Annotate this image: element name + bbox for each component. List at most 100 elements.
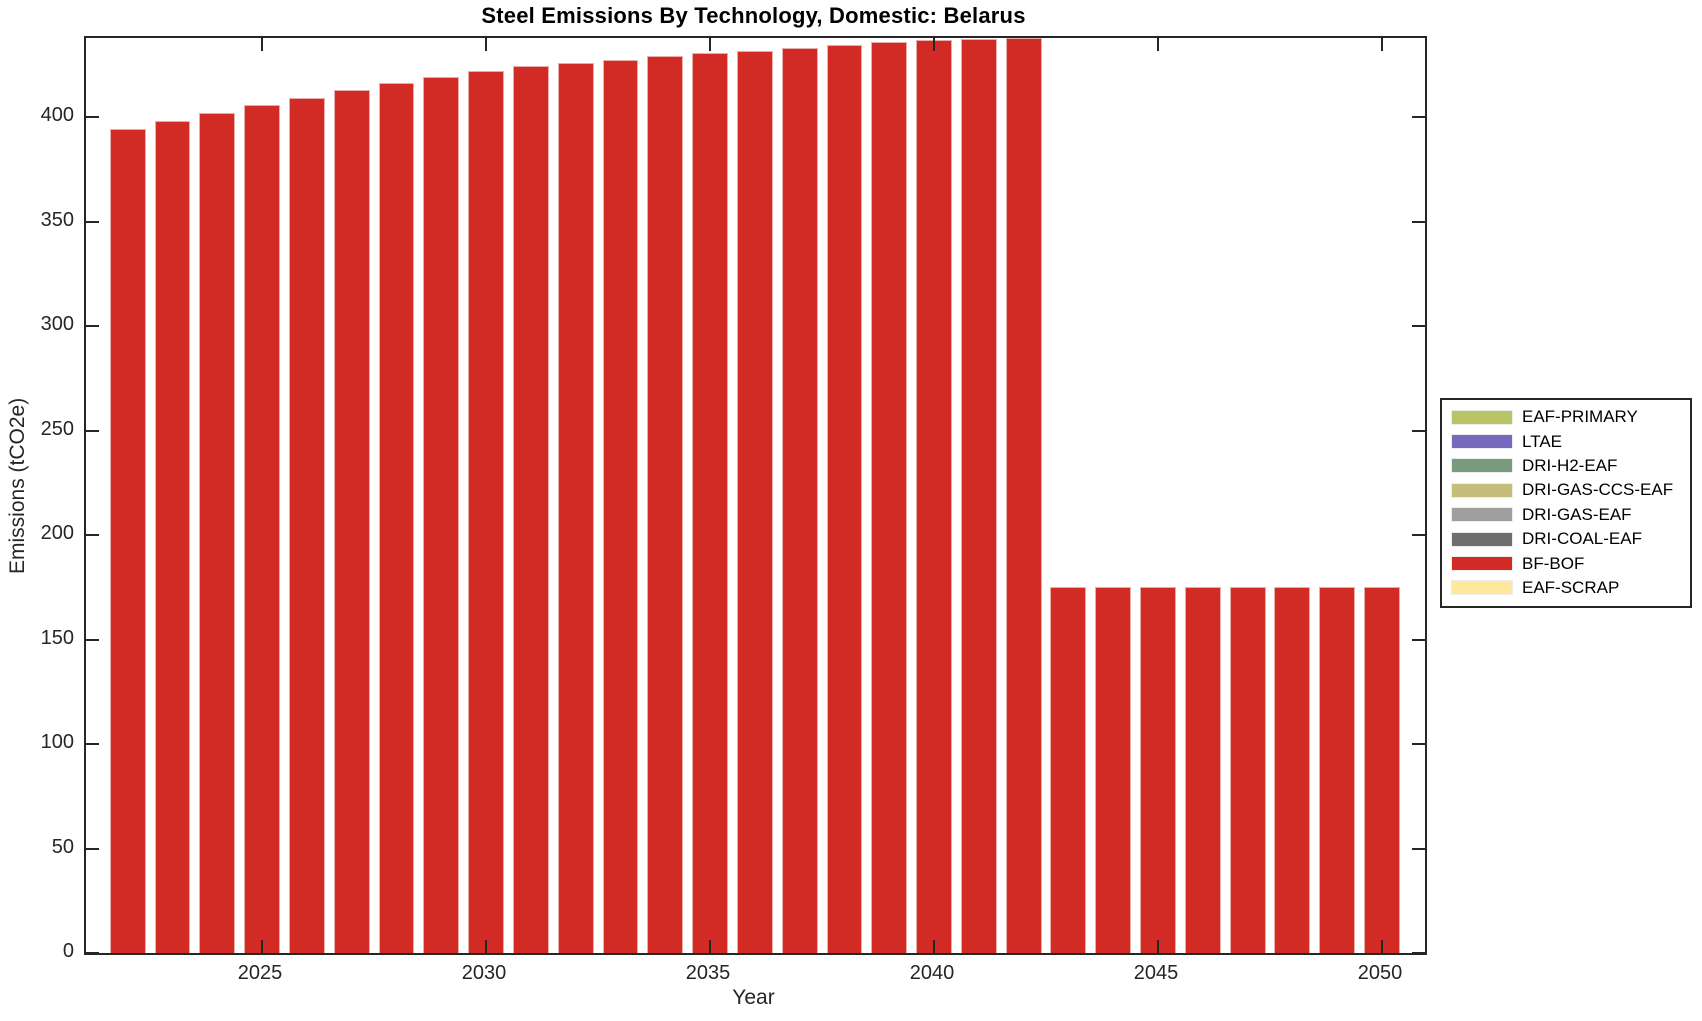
bar-2036 <box>736 50 773 953</box>
legend-swatch-ltae <box>1451 434 1513 450</box>
y-tick <box>86 743 99 746</box>
y-tick-label: 300 <box>40 313 74 336</box>
y-tick <box>86 116 99 119</box>
bar-2041 <box>960 38 997 953</box>
y-tick <box>86 325 99 328</box>
legend-label: EAF-SCRAP <box>1522 577 1620 597</box>
bar-2049 <box>1319 587 1356 953</box>
y-tick <box>1412 325 1425 328</box>
legend-swatch-dri-coal-eaf <box>1451 531 1513 547</box>
x-tick <box>1157 940 1159 953</box>
bar-2042 <box>1005 38 1042 953</box>
legend-label: DRI-GAS-CCS-EAF <box>1522 480 1674 500</box>
x-tick-label: 2045 <box>1133 962 1179 984</box>
y-tick <box>86 429 99 432</box>
bar-2022 <box>109 128 146 953</box>
y-tick <box>86 638 99 641</box>
bar-2023 <box>154 120 191 953</box>
legend-entry: BF-BOF <box>1442 551 1690 575</box>
y-tick-label: 100 <box>40 731 74 754</box>
x-tick-label: 2035 <box>685 962 731 984</box>
y-tick <box>1412 116 1425 119</box>
bar-2026 <box>288 97 325 953</box>
y-tick <box>1412 638 1425 641</box>
y-tick-label: 50 <box>51 835 74 858</box>
legend-entry: DRI-GAS-CCS-EAF <box>1442 478 1690 502</box>
legend: EAF-PRIMARY LTAE DRI-H2-EAF DRI-GAS-CCS-EAF… <box>1440 398 1692 609</box>
bar-2037 <box>781 47 818 953</box>
bar-2039 <box>871 42 908 953</box>
x-tick-label: 2025 <box>237 962 283 984</box>
bar-2027 <box>333 90 370 953</box>
bar-2024 <box>199 112 236 953</box>
legend-entry: LTAE <box>1442 429 1690 453</box>
chart-title: Steel Emissions By Technology, Domestic:… <box>481 3 1026 28</box>
y-tick <box>1412 220 1425 223</box>
legend-label: LTAE <box>1522 431 1562 451</box>
bar-2030 <box>468 70 504 953</box>
legend-entry: DRI-H2-EAF <box>1442 454 1690 478</box>
bar-2034 <box>647 56 684 953</box>
bar-2048 <box>1274 587 1311 953</box>
bar-2029 <box>423 76 460 953</box>
y-tick <box>86 534 99 537</box>
legend-swatch-dri-gas-ccs-eaf <box>1451 482 1513 498</box>
x-axis-label: Year <box>732 986 775 1009</box>
bar-2031 <box>512 66 549 953</box>
bar-2045 <box>1140 587 1176 953</box>
bar-2040 <box>916 40 952 953</box>
y-tick <box>1412 743 1425 746</box>
x-tick <box>709 940 712 953</box>
legend-entry: DRI-COAL-EAF <box>1442 527 1690 551</box>
x-tick <box>261 38 264 51</box>
y-tick <box>1412 429 1425 432</box>
y-tick-label: 400 <box>40 104 74 127</box>
legend-swatch-dri-gas-eaf <box>1451 507 1513 523</box>
bar-2033 <box>602 59 639 953</box>
bar-2028 <box>378 83 415 953</box>
y-tick <box>1412 952 1425 953</box>
legend-swatch-eaf-primary <box>1451 409 1513 425</box>
bar-2032 <box>557 62 594 953</box>
bar-2050 <box>1364 587 1400 953</box>
bar-2038 <box>826 44 863 953</box>
x-tick <box>933 940 936 953</box>
bar-2046 <box>1184 587 1221 953</box>
y-tick <box>86 220 99 223</box>
x-tick <box>1157 38 1159 51</box>
bar-2047 <box>1229 587 1266 953</box>
bar-2025 <box>244 105 280 953</box>
x-tick <box>485 38 488 51</box>
y-tick-label: 250 <box>40 417 74 440</box>
x-tick <box>933 38 936 51</box>
bar-2035 <box>692 53 728 953</box>
x-tick-label: 2050 <box>1357 962 1403 984</box>
y-tick-label: 0 <box>62 940 74 962</box>
x-tick <box>1380 38 1383 51</box>
legend-swatch-eaf-scrap <box>1451 580 1513 596</box>
legend-entry: DRI-GAS-EAF <box>1442 503 1690 527</box>
legend-swatch-bf-bof <box>1451 556 1513 572</box>
plot-area <box>84 36 1427 955</box>
legend-label: DRI-COAL-EAF <box>1522 529 1642 549</box>
x-tick-label: 2030 <box>461 962 507 984</box>
legend-entry: EAF-PRIMARY <box>1442 405 1690 429</box>
legend-entry: EAF-SCRAP <box>1442 576 1690 600</box>
x-tick <box>1380 940 1383 953</box>
y-tick <box>86 952 99 953</box>
y-tick <box>1412 847 1425 850</box>
x-tick <box>485 940 488 953</box>
bar-2043 <box>1050 587 1087 953</box>
legend-swatch-dri-h2-eaf <box>1451 458 1513 474</box>
legend-label: EAF-PRIMARY <box>1522 407 1638 427</box>
x-tick <box>709 38 712 51</box>
x-tick <box>261 940 264 953</box>
legend-label: DRI-GAS-EAF <box>1522 504 1632 524</box>
legend-label: BF-BOF <box>1522 553 1585 573</box>
bar-2044 <box>1095 587 1132 953</box>
y-tick <box>86 847 99 850</box>
y-tick-label: 350 <box>40 208 74 231</box>
y-tick-label: 150 <box>40 626 74 649</box>
y-tick-label: 200 <box>40 522 74 545</box>
